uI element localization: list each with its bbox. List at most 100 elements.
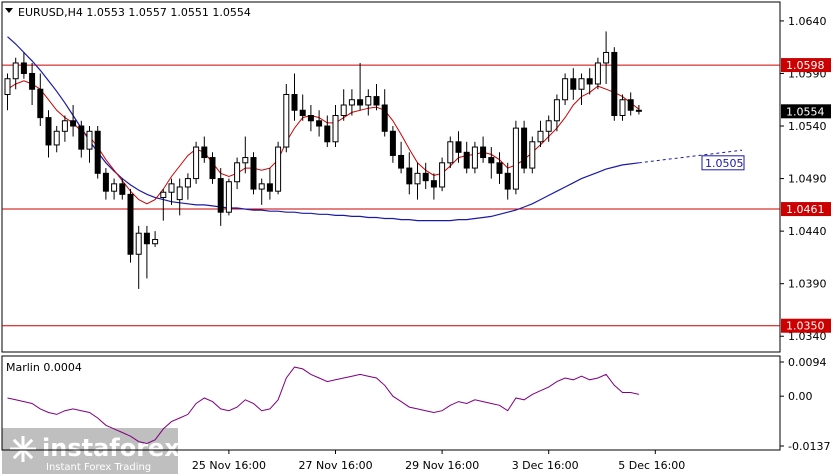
collapse-triangle-icon[interactable] [5,8,13,13]
candle-body [611,51,618,117]
candle-body [603,51,610,64]
indicator-tick-label: -0.0137 [788,440,830,453]
candle-body [619,99,626,117]
candle-body [45,117,52,146]
candle-body [299,109,306,117]
candle-body [307,115,314,122]
candle-body [545,120,552,132]
candle-body [53,130,60,146]
candle-body [160,191,167,198]
y-tick-label: 1.0540 [788,120,827,133]
candle-body [193,146,200,180]
candle-body [455,141,462,153]
candle-body [143,232,150,245]
logo-ray [12,450,22,460]
candle-body [250,157,257,190]
y-tick-label: 1.0440 [788,225,827,238]
candle-body [504,172,511,190]
candle-body [471,146,478,169]
candle-body [242,157,249,164]
candle-body [512,127,519,190]
x-tick-label: 25 Nov 16:00 [192,459,266,472]
candle-body [553,99,560,122]
candle-body [447,141,454,164]
slow-ma-projection [638,149,743,164]
candle-body [521,127,528,169]
candle-body [570,78,577,90]
candle-body [119,183,126,195]
candle-body [496,162,503,174]
candle-body [348,99,355,106]
candle-body [578,78,585,90]
candle-body [102,172,109,192]
candle-body [562,78,569,101]
ma-value-box [701,155,745,171]
level-price-label: 1.0461 [786,203,825,216]
candle-body [127,193,134,255]
candle-body [373,96,380,106]
candle-body [29,72,36,90]
candle-body [20,62,27,74]
candle-body [209,157,216,180]
candle-body [225,181,232,213]
candle-body [627,99,634,111]
level-price-label: 1.0598 [786,59,825,72]
level-price-label: 1.0350 [786,320,825,333]
candle-body [275,146,282,192]
current-price-label: 1.0554 [786,105,825,118]
symbol-header: EURUSD,H4 1.0553 1.0557 1.0551 1.0554 [18,6,251,19]
y-tick-label: 1.0340 [788,330,827,343]
y-tick-label: 1.0490 [788,173,827,186]
price-pane-frame [1,1,781,353]
candle-body [463,151,470,169]
candle-body [586,78,593,85]
candle-body [529,141,536,169]
candle-body [201,146,208,159]
candle-body [111,183,118,192]
candle-body [70,120,77,127]
indicator-pane[interactable]: 0.0094 0.00 -0.0137 [1,355,830,453]
logo-ray [12,438,22,448]
level-price-tag [781,58,831,73]
indicator-label: Marlin 0.0004 [6,361,82,374]
indicator-tick-label: 0.00 [788,390,813,403]
candle-body [430,180,437,188]
time-axis: 25 Nov 16:00 27 Nov 16:00 29 Nov 16:00 3 De… [192,450,685,472]
candle-body [635,109,642,112]
watermark-tagline: Instant Forex Trading [46,462,151,473]
candle-body [398,154,405,169]
candle-body [94,130,101,174]
watermark-background [2,428,178,474]
price-pane[interactable]: 1.06401.05901.05401.04901.04401.03901.03… [1,1,831,353]
slow-ma-line [7,36,639,222]
candle-body [381,104,388,132]
ma-value-label: 1.0505 [705,157,744,170]
candle-body [12,62,19,80]
logo-center [19,445,27,453]
candle-body [135,232,142,255]
candle-body [594,62,601,85]
candle-body [316,120,323,127]
x-tick-label: 29 Nov 16:00 [405,459,479,472]
candle-body [234,162,241,183]
candle-body [480,146,487,159]
candle-body [184,178,191,188]
watermark-brand: instaforex [42,434,180,462]
oscillator-line [7,366,640,445]
x-tick-label: 3 Dec 16:00 [512,459,579,472]
indicator-pane-frame [1,355,781,451]
candle-body [4,78,11,95]
logo-ray [24,438,34,448]
x-tick-label: 5 Dec 16:00 [618,459,685,472]
candle-body [406,167,413,185]
candle-body [422,172,429,182]
candle-body [365,96,372,106]
indicator-tick-label: 0.0094 [788,356,827,369]
candle-body [78,125,85,150]
current-price-tag [781,104,831,119]
candle-body [439,162,446,188]
candle-body [291,93,298,111]
